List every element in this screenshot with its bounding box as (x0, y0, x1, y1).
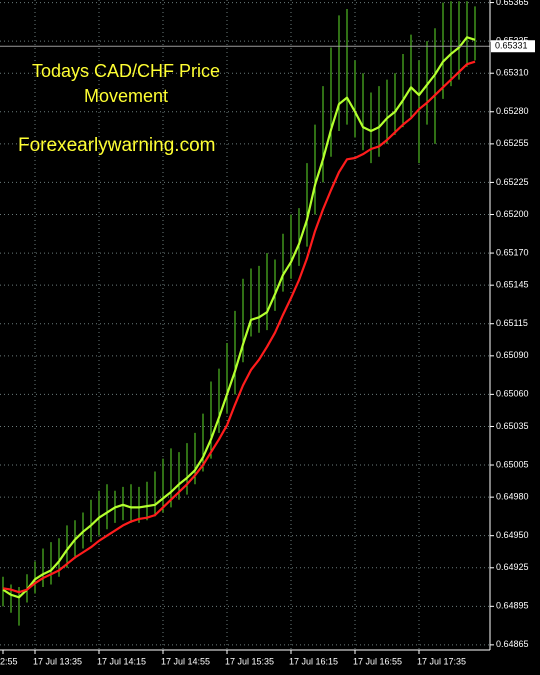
x-tick-label: 2:55 (0, 656, 18, 666)
last-price-label: 0.65331 (495, 41, 528, 51)
moving-average-line (2, 36, 476, 599)
x-tick-label: 17 Jul 14:15 (97, 656, 146, 666)
last-price-box (491, 40, 535, 53)
x-tick-label: 17 Jul 14:55 (161, 656, 210, 666)
y-tick-label: 0.64980 (496, 492, 529, 502)
y-tick-label: 0.65280 (496, 106, 529, 116)
x-tick-label: 17 Jul 13:35 (33, 656, 82, 666)
y-tick-label: 0.65115 (496, 318, 528, 328)
moving-average-line (2, 60, 476, 594)
chart-title: Todays CAD/CHF Price (32, 61, 220, 81)
y-tick-label: 0.65060 (496, 389, 529, 399)
x-tick-label: 17 Jul 16:15 (289, 656, 338, 666)
y-tick-label: 0.65035 (496, 421, 529, 431)
y-tick-label: 0.65145 (496, 280, 529, 290)
y-tick-label: 0.65225 (496, 177, 529, 187)
chart-title: Movement (84, 86, 168, 106)
plot-area (0, 1, 490, 626)
chart-subtitle: Forexearlywarning.com (18, 135, 215, 156)
y-tick-label: 0.65200 (496, 209, 529, 219)
y-tick-label: 0.64925 (496, 562, 529, 572)
x-tick-label: 17 Jul 15:35 (225, 656, 274, 666)
y-tick-label: 0.65005 (496, 459, 529, 469)
y-tick-label: 0.64950 (496, 530, 529, 540)
x-tick-label: 17 Jul 16:55 (353, 656, 402, 666)
y-tick-label: 0.64895 (496, 601, 529, 611)
y-tick-label: 0.65365 (496, 0, 529, 7)
grid (0, 0, 490, 650)
y-tick-label: 0.65090 (496, 350, 529, 360)
y-tick-label: 0.65170 (496, 247, 529, 257)
y-tick-label: 0.64865 (496, 639, 529, 649)
y-tick-label: 0.65255 (496, 138, 529, 148)
y-tick-label: 0.65310 (496, 68, 529, 78)
x-tick-label: 17 Jul 17:35 (417, 656, 466, 666)
